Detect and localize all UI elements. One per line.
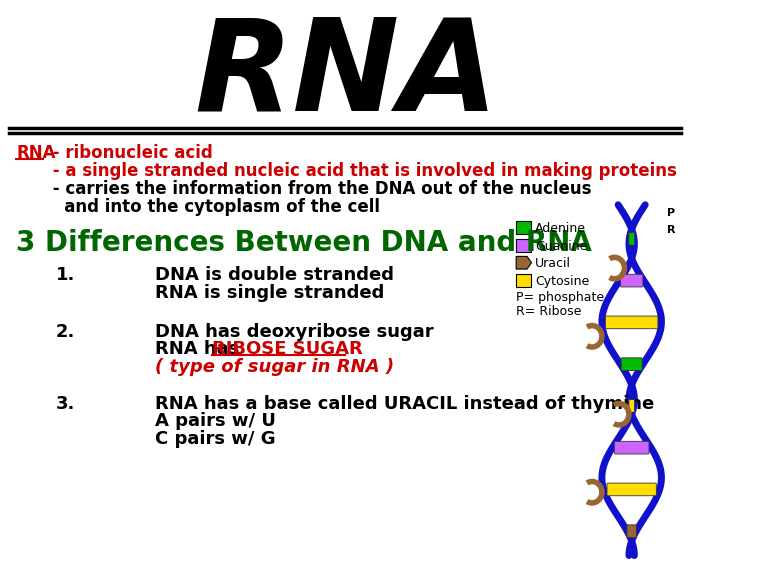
Text: RNA: RNA	[194, 13, 498, 138]
Text: - a single stranded nucleic acid that is involved in making proteins: - a single stranded nucleic acid that is…	[47, 162, 677, 180]
Text: RIBOSE SUGAR: RIBOSE SUGAR	[212, 340, 362, 358]
Text: R: R	[667, 225, 675, 235]
FancyBboxPatch shape	[621, 274, 643, 287]
Text: DNA has deoxyribose sugar: DNA has deoxyribose sugar	[155, 323, 434, 340]
Text: Adenine: Adenine	[535, 222, 586, 236]
Text: P: P	[667, 207, 675, 218]
FancyBboxPatch shape	[607, 483, 657, 496]
Bar	[516, 239, 531, 252]
FancyBboxPatch shape	[621, 358, 642, 370]
Text: C pairs w/ G: C pairs w/ G	[155, 430, 276, 448]
Text: R= Ribose: R= Ribose	[516, 305, 581, 318]
Text: 3.: 3.	[56, 395, 75, 413]
Text: 2.: 2.	[56, 323, 75, 340]
FancyBboxPatch shape	[627, 525, 637, 537]
Text: RNA has: RNA has	[155, 340, 246, 358]
FancyBboxPatch shape	[629, 400, 634, 412]
Text: Uracil: Uracil	[535, 257, 571, 270]
Text: A pairs w/ U: A pairs w/ U	[155, 412, 276, 430]
Text: DNA is double stranded: DNA is double stranded	[155, 266, 394, 284]
Text: Cytosine: Cytosine	[535, 275, 589, 288]
Text: P= phosphate: P= phosphate	[516, 291, 604, 305]
Text: 3 Differences Between DNA and RNA: 3 Differences Between DNA and RNA	[16, 229, 592, 257]
FancyBboxPatch shape	[629, 233, 634, 245]
Text: RNA has a base called URACIL instead of thymine: RNA has a base called URACIL instead of …	[155, 395, 654, 413]
Text: RNA is single stranded: RNA is single stranded	[155, 284, 385, 302]
FancyBboxPatch shape	[605, 316, 658, 329]
Text: - ribonucleic acid: - ribonucleic acid	[47, 145, 213, 162]
Text: 1.: 1.	[56, 266, 75, 284]
Bar	[516, 221, 531, 234]
Text: and into the cytoplasm of the cell: and into the cytoplasm of the cell	[47, 198, 380, 216]
FancyBboxPatch shape	[614, 441, 649, 454]
Text: Guanine: Guanine	[535, 240, 588, 253]
Text: RNA: RNA	[16, 145, 56, 162]
Text: ( type of sugar in RNA ): ( type of sugar in RNA )	[155, 358, 394, 376]
Bar	[516, 274, 531, 287]
Text: - carries the information from the DNA out of the nucleus: - carries the information from the DNA o…	[47, 180, 591, 198]
Polygon shape	[516, 256, 531, 269]
